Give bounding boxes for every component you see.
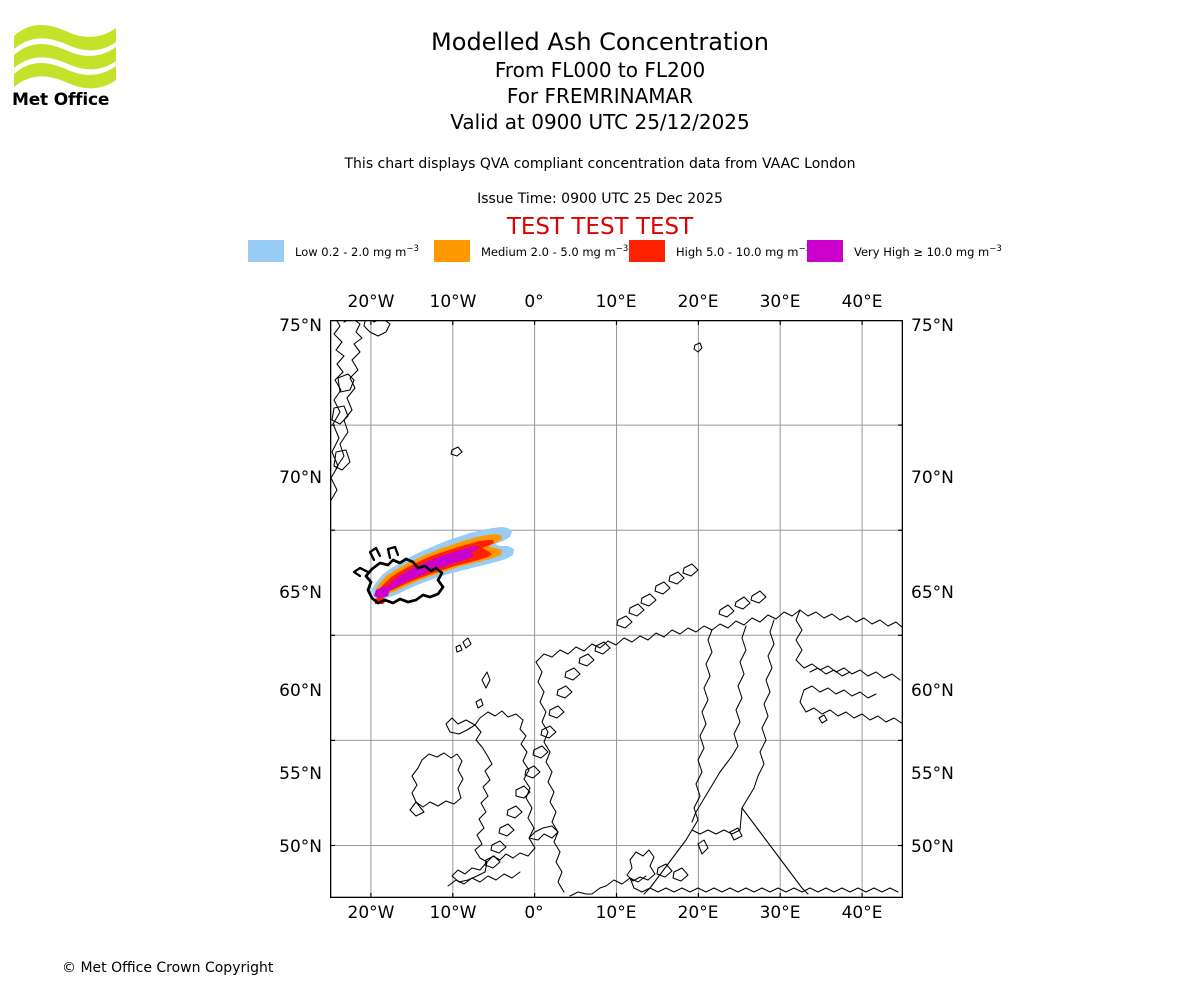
lon-tick-bottom-5: 30°E: [759, 903, 801, 923]
ash-plume-contours: [372, 527, 514, 604]
lat-tick-right-5: 50°N: [911, 837, 954, 857]
lon-tick-top-3: 10°E: [595, 292, 637, 312]
lon-tick-top-1: 10°W: [429, 292, 477, 312]
legend-swatch-medium: [434, 240, 470, 262]
lat-tick-left-1: 70°N: [279, 468, 322, 488]
chart-note: This chart displays QVA compliant concen…: [344, 156, 856, 172]
concentration-legend: Low 0.2 - 2.0 mg m−3 Medium 2.0 - 5.0 mg…: [248, 240, 1002, 262]
legend-text-low: Low 0.2 - 2.0 mg m: [295, 244, 407, 259]
lat-tick-right-2: 65°N: [911, 583, 954, 603]
legend-exponent-very-high: −3: [989, 243, 1002, 254]
map-canvas: [330, 320, 903, 898]
lat-tick-right-4: 55°N: [911, 764, 954, 784]
legend-label-very-high: Very High ≥ 10.0 mg m−3: [854, 244, 1002, 259]
lat-tick-right-0: 75°N: [911, 316, 954, 336]
lon-tick-bottom-4: 20°E: [677, 903, 719, 923]
brand-name: Met Office: [12, 90, 110, 110]
ash-concentration-map[interactable]: [330, 320, 903, 898]
lat-tick-left-4: 55°N: [279, 764, 322, 784]
lon-tick-bottom-3: 10°E: [595, 903, 637, 923]
iceland-outline-overlay: [352, 545, 445, 605]
copyright-notice: © Met Office Crown Copyright: [62, 960, 274, 976]
legend-swatch-low: [248, 240, 284, 262]
lon-tick-bottom-2: 0°: [524, 903, 544, 923]
legend-entry-high: High 5.0 - 10.0 mg m−3: [629, 240, 811, 262]
test-banner: TEST TEST TEST: [506, 214, 694, 240]
lon-tick-top-2: 0°: [524, 292, 544, 312]
lat-tick-left-3: 60°N: [279, 681, 322, 701]
legend-label-high: High 5.0 - 10.0 mg m−3: [676, 244, 811, 259]
lat-tick-left-0: 75°N: [279, 316, 322, 336]
title-volcano: For FREMRINAMAR: [506, 84, 694, 108]
legend-text-medium: Medium 2.0 - 5.0 mg m: [481, 244, 616, 259]
legend-exponent-medium: −3: [615, 243, 629, 254]
lon-tick-top-6: 40°E: [841, 292, 883, 312]
title-valid-time: Valid at 0900 UTC 25/12/2025: [450, 110, 750, 134]
legend-swatch-very-high: [807, 240, 843, 262]
lon-tick-top-5: 30°E: [759, 292, 801, 312]
lon-tick-bottom-0: 20°W: [347, 903, 395, 923]
chart-title-block: Modelled Ash Concentration From FL000 to…: [0, 28, 1200, 135]
map-gridlines: [330, 320, 903, 898]
legend-swatch-high: [629, 240, 665, 262]
issue-time: Issue Time: 0900 UTC 25 Dec 2025: [477, 191, 723, 207]
legend-entry-very-high: Very High ≥ 10.0 mg m−3: [807, 240, 1002, 262]
plume-source-core: [374, 586, 390, 599]
legend-label-medium: Medium 2.0 - 5.0 mg m−3: [481, 244, 628, 259]
page-title: Modelled Ash Concentration: [431, 28, 769, 56]
legend-text-very-high: Very High ≥ 10.0 mg m: [854, 244, 990, 259]
legend-entry-medium: Medium 2.0 - 5.0 mg m−3: [434, 240, 628, 262]
lon-tick-bottom-1: 10°W: [429, 903, 477, 923]
legend-exponent-low: −3: [406, 243, 419, 254]
legend-text-high: High 5.0 - 10.0 mg m: [676, 244, 799, 259]
lon-tick-top-4: 20°E: [677, 292, 719, 312]
title-flight-levels: From FL000 to FL200: [494, 58, 706, 82]
plume-very-high-contour: [385, 546, 480, 591]
lat-tick-right-3: 60°N: [911, 681, 954, 701]
legend-entry-low: Low 0.2 - 2.0 mg m−3: [248, 240, 419, 262]
lat-tick-left-2: 65°N: [279, 583, 322, 603]
legend-label-low: Low 0.2 - 2.0 mg m−3: [295, 244, 419, 259]
lat-tick-left-5: 50°N: [279, 837, 322, 857]
lon-tick-bottom-6: 40°E: [841, 903, 883, 923]
map-frame: [330, 320, 903, 898]
lon-tick-top-0: 20°W: [347, 292, 395, 312]
met-office-waves-icon: [14, 25, 116, 89]
met-office-logo: [12, 22, 122, 112]
legend-exponent-high: −3: [798, 243, 811, 254]
lat-tick-right-1: 70°N: [911, 468, 954, 488]
